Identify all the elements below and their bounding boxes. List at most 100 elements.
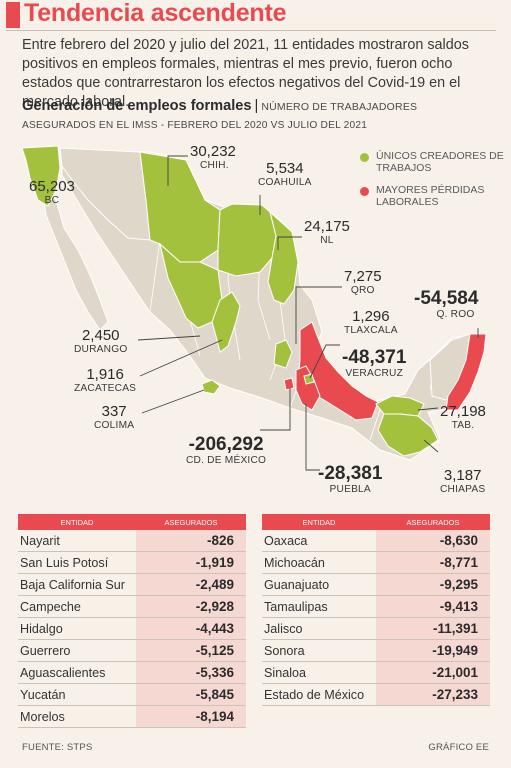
chart-subtitle: Generación de empleos formales | NÚMERO DE… bbox=[22, 98, 417, 114]
cell-asegurados: -27,233 bbox=[376, 684, 490, 705]
map-label-cdmx: -206,292 CD. DE MÉXICO bbox=[186, 434, 266, 466]
page-title: Tendencia ascendente bbox=[24, 0, 287, 27]
table-row: Sinaloa -21,001 bbox=[262, 662, 490, 684]
column-header-entidad: ENTIDAD bbox=[302, 517, 336, 527]
map-value: 337 bbox=[101, 403, 127, 420]
column-header-entidad: ENTIDAD bbox=[60, 517, 94, 527]
leader-chiapas bbox=[423, 439, 439, 453]
cell-entidad: Michoacán bbox=[264, 555, 325, 570]
map-state-bc bbox=[21, 145, 61, 207]
table-row: Guerrero -5,125 bbox=[18, 640, 246, 662]
map-state-tlaxcala bbox=[303, 373, 315, 385]
map-label-zacatecas: 1,916 ZACATECAS bbox=[74, 366, 136, 394]
chart-subtitle-text: Generación de empleos formales bbox=[22, 98, 252, 114]
map-label-coahuila: 5,534 COAHUILA bbox=[258, 160, 312, 188]
map-label-chiapas: 3,187 CHIAPAS bbox=[440, 467, 485, 495]
cell-entidad: Tamaulipas bbox=[264, 599, 328, 614]
map-state-name: COAHUILA bbox=[258, 177, 312, 188]
mexico-map bbox=[21, 145, 487, 471]
map-state-puebla bbox=[295, 365, 321, 411]
table-left: ENTIDAD ASEGURADOS Nayarit -826 San Luis P… bbox=[18, 514, 246, 728]
cell-entidad: Campeche bbox=[20, 599, 81, 614]
map-state-name: DURANGO bbox=[74, 344, 128, 355]
column-header-asegurados: ASEGURADOS bbox=[164, 517, 218, 527]
map-state-name: NL bbox=[320, 235, 334, 246]
legend-negative-label: MAYORES PÉRDIDAS LABORALES bbox=[376, 184, 485, 208]
table-row: Aguascalientes -5,336 bbox=[18, 662, 246, 684]
map-value: 5,534 bbox=[266, 160, 304, 177]
map-label-veracruz: -48,371 VERACRUZ bbox=[342, 347, 406, 379]
leader-colima bbox=[141, 389, 205, 414]
chart-subtitle-period: ASEGURADOS EN EL IMSS - FEBRERO DEL 2020… bbox=[22, 120, 368, 131]
map-label-chih: 30,232 CHIH. bbox=[190, 143, 236, 171]
table-row: Oaxaca -8,630 bbox=[262, 530, 490, 552]
leader-tab bbox=[417, 407, 439, 411]
footer-credit: GRÁFICO EE bbox=[428, 742, 489, 753]
map-state-zacatecas bbox=[211, 291, 241, 353]
table-row: Guanajuato -9,295 bbox=[262, 574, 490, 596]
cell-entidad: Yucatán bbox=[20, 687, 66, 702]
map-label-tlaxcala: 1,296 TLAXCALA bbox=[344, 308, 398, 336]
map-state-name: CHIH. bbox=[200, 160, 229, 171]
table-row: Michoacán -8,771 bbox=[262, 552, 490, 574]
map-state-chiapas bbox=[377, 413, 439, 457]
legend-positive-label: ÚNICOS CREADORES DE TRABAJOS bbox=[376, 150, 504, 174]
cell-asegurados: -5,845 bbox=[136, 684, 246, 705]
table-row: Nayarit -826 bbox=[18, 530, 246, 552]
map-state-cdmx bbox=[283, 377, 295, 391]
footer-source: FUENTE: STPS bbox=[22, 742, 93, 753]
cell-entidad: Estado de México bbox=[264, 687, 365, 702]
map-value: 65,203 bbox=[29, 178, 75, 195]
cell-entidad: Aguascalientes bbox=[20, 665, 106, 680]
table-right: ENTIDAD ASEGURADOS Oaxaca -8,630 Michoacán… bbox=[262, 514, 490, 706]
cell-asegurados: -1,919 bbox=[136, 552, 246, 573]
map-label-qroo: -54,584 Q. ROO bbox=[414, 288, 478, 320]
leader-zacatecas bbox=[139, 339, 223, 377]
cell-entidad: Sonora bbox=[264, 643, 305, 658]
map-value: -54,584 bbox=[414, 288, 479, 309]
cell-entidad: Hidalgo bbox=[20, 621, 63, 636]
subtitle-separator: | bbox=[254, 98, 259, 114]
intro-paragraph: Entre febrero del 2020 y julio del 2021,… bbox=[22, 37, 469, 110]
column-header-asegurados: ASEGURADOS bbox=[406, 517, 460, 527]
cell-asegurados: -4,443 bbox=[136, 618, 246, 639]
cell-entidad: Guanajuato bbox=[264, 577, 330, 592]
cell-entidad: Jalisco bbox=[264, 621, 303, 636]
table-row: San Luis Potosí -1,919 bbox=[18, 552, 246, 574]
map-label-puebla: -28,381 PUEBLA bbox=[318, 463, 382, 495]
map-label-bc: 65,203 BC bbox=[29, 178, 75, 206]
cell-entidad: Morelos bbox=[20, 709, 65, 724]
table-row: Campeche -2,928 bbox=[18, 596, 246, 618]
cell-asegurados: -9,295 bbox=[376, 574, 490, 595]
cell-entidad: Baja California Sur bbox=[20, 577, 125, 592]
map-state-name: TAB. bbox=[451, 420, 475, 431]
map-label-durango: 2,450 DURANGO bbox=[74, 327, 127, 355]
map-value: 3,187 bbox=[443, 467, 482, 484]
table-row: Estado de México -27,233 bbox=[262, 684, 490, 706]
map-value: -28,381 bbox=[318, 463, 383, 484]
cell-entidad: Guerrero bbox=[20, 643, 71, 658]
legend-negative-dot bbox=[360, 187, 369, 196]
map-value: 27,198 bbox=[440, 403, 486, 420]
table-left-header: ENTIDAD ASEGURADOS bbox=[18, 514, 246, 530]
leader-nl bbox=[277, 236, 302, 250]
title-divider bbox=[6, 30, 496, 31]
cell-asegurados: -2,489 bbox=[136, 574, 246, 595]
map-state-colima bbox=[201, 379, 221, 395]
map-state-nl bbox=[267, 210, 299, 305]
cell-asegurados: -5,336 bbox=[136, 662, 246, 683]
map-state-qroo bbox=[445, 333, 487, 411]
cell-asegurados: -9,413 bbox=[376, 596, 490, 617]
cell-asegurados: -2,928 bbox=[136, 596, 246, 617]
table-row: Morelos -8,194 bbox=[18, 706, 246, 728]
legend-positive-dot bbox=[360, 153, 369, 162]
map-state-name: VERACRUZ bbox=[345, 368, 404, 379]
table-row: Sonora -19,949 bbox=[262, 640, 490, 662]
leader-puebla bbox=[305, 404, 320, 471]
map-state-qro bbox=[273, 339, 293, 369]
map-state-name: ZACATECAS bbox=[74, 383, 137, 394]
map-state-name: BC bbox=[44, 195, 60, 206]
subtitle-unit: NÚMERO DE TRABAJADORES bbox=[261, 101, 418, 113]
cell-asegurados: -19,949 bbox=[376, 640, 490, 661]
map-value: 1,296 bbox=[352, 308, 390, 325]
